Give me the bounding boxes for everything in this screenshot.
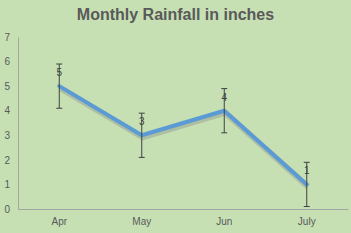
x-axis: Apr May Jun July	[19, 209, 349, 227]
x-tick-label: Apr	[51, 216, 67, 227]
error-bar-cap	[56, 64, 62, 65]
error-bar-cap	[304, 162, 310, 163]
error-bar-cap	[221, 132, 227, 133]
y-axis-line	[18, 38, 19, 210]
error-bar-cap	[56, 108, 62, 109]
chart: Monthly Rainfall in inches 0 1 2 3 4 5 6 7 Apr May…	[0, 0, 351, 233]
error-bar-cap	[304, 206, 310, 207]
y-tick-label: 0	[4, 204, 10, 215]
title: Monthly Rainfall in inches	[77, 6, 274, 23]
error-bar	[56, 64, 62, 108]
x-tick: Apr	[51, 209, 67, 227]
x-tick: May	[132, 209, 151, 227]
line	[59, 86, 307, 184]
x-axis-line	[19, 209, 349, 210]
line-shadow	[60, 88, 308, 186]
error-bar-cap	[139, 113, 145, 114]
y-tick: 4	[4, 105, 18, 116]
y-tick: 7	[4, 32, 18, 43]
data-label: 5	[56, 67, 62, 78]
y-tick-label: 6	[4, 56, 10, 67]
y-tick: 5	[4, 81, 18, 92]
data-labels: 5 3 4 1	[56, 67, 310, 176]
error-bar	[304, 162, 310, 206]
y-tick: 1	[4, 179, 18, 190]
y-axis: 0 1 2 3 4 5 6 7	[4, 32, 18, 215]
y-tick: 6	[4, 56, 18, 67]
background	[0, 0, 351, 233]
marks	[56, 64, 310, 207]
y-tick-label: 3	[4, 130, 10, 141]
y-tick: 3	[4, 130, 18, 141]
x-tick-label: Jun	[216, 216, 232, 227]
error-bar-cap	[221, 88, 227, 89]
y-tick: 2	[4, 155, 18, 166]
y-tick-label: 1	[4, 179, 10, 190]
error-bar	[139, 113, 145, 157]
data-label: 4	[221, 92, 227, 103]
x-tick: July	[298, 209, 316, 227]
y-tick-label: 4	[4, 105, 10, 116]
data-label: 3	[139, 116, 145, 127]
y-tick: 0	[4, 204, 18, 215]
error-bar	[221, 89, 227, 133]
x-tick-label: May	[132, 216, 151, 227]
y-tick-label: 2	[4, 155, 10, 166]
error-bar-cap	[139, 157, 145, 158]
x-tick: Jun	[216, 209, 232, 227]
x-tick-label: July	[298, 216, 316, 227]
data-label: 1	[304, 165, 310, 176]
y-tick-label: 7	[4, 32, 10, 43]
y-tick-label: 5	[4, 81, 10, 92]
plot: 0 1 2 3 4 5 6 7 Apr May Jun July 5 3 4 1	[4, 32, 348, 227]
